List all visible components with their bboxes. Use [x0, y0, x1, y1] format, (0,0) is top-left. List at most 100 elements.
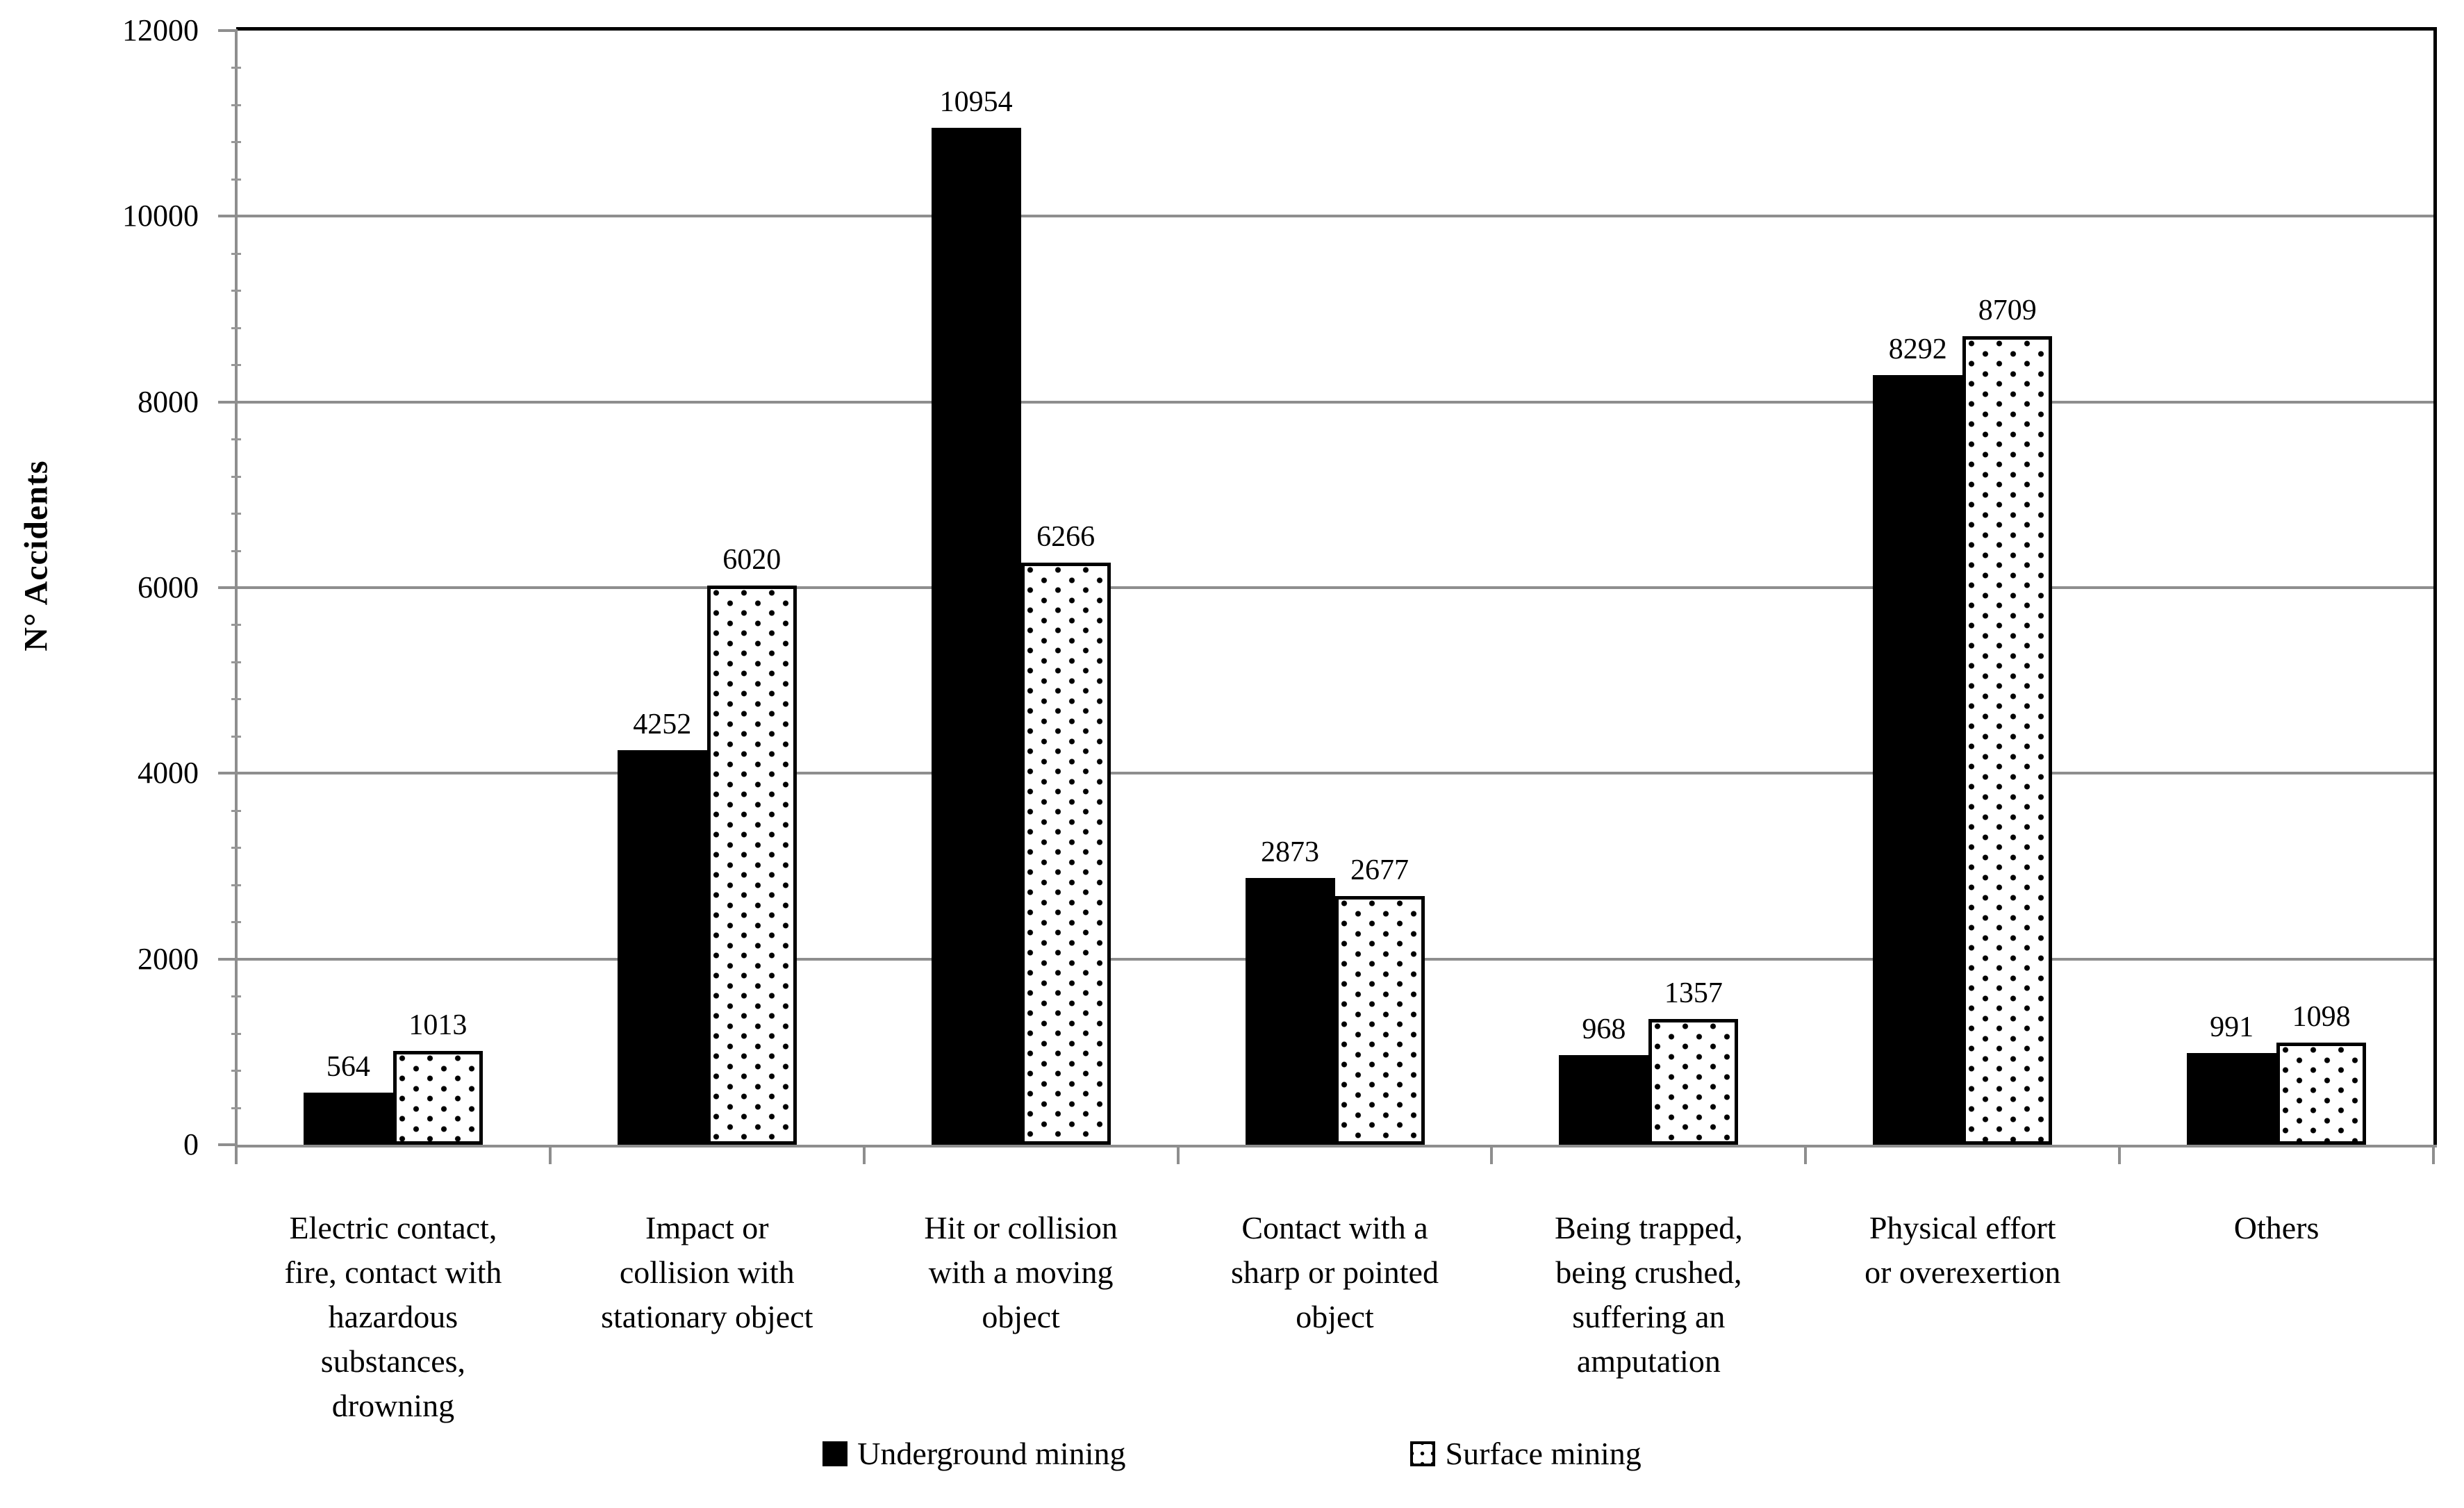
bar-underground-mining: [1873, 374, 1963, 1145]
y-tick-label: 10000: [122, 199, 199, 233]
x-tick: [1804, 1145, 1808, 1164]
bar-underground-mining: [1245, 877, 1335, 1145]
category-label: Contact with a sharp or pointed object: [1178, 1206, 1492, 1339]
bar-surface-mining: [1962, 335, 2053, 1145]
category-label-line: Others: [2233, 1210, 2320, 1245]
y-tick-label: 6000: [138, 570, 199, 604]
y-minor-tick: [231, 1107, 241, 1109]
x-tick: [1176, 1145, 1180, 1164]
category-label-line: Physical effort: [1869, 1210, 2056, 1245]
y-minor-tick: [231, 178, 241, 181]
y-tick-label: 12000: [122, 13, 199, 47]
y-tick: [218, 29, 236, 32]
y-minor-tick: [231, 698, 241, 701]
x-axis-line: [235, 1145, 2437, 1147]
bar-surface-mining: [1020, 563, 1111, 1145]
value-label-underground: 564: [326, 1050, 370, 1083]
value-label-underground: 991: [2210, 1011, 2254, 1043]
bar-underground-mining: [617, 749, 707, 1145]
category-label: Impact or collision with stationary object: [550, 1206, 864, 1339]
gridline: [236, 586, 2433, 589]
x-tick: [2432, 1145, 2435, 1164]
legend-label: Surface mining: [1445, 1436, 1642, 1471]
value-label-surface: 6266: [1036, 521, 1095, 554]
value-label-surface: 1357: [1664, 977, 1723, 1009]
y-minor-tick: [231, 549, 241, 552]
y-minor-tick: [231, 735, 241, 738]
category-label-line: hazardous: [328, 1299, 458, 1334]
y-tick-label: 4000: [138, 756, 199, 790]
gridline: [236, 215, 2433, 218]
value-label-surface: 1013: [408, 1009, 468, 1041]
bar-underground-mining: [1559, 1054, 1649, 1145]
y-minor-tick: [231, 1070, 241, 1072]
y-minor-tick: [231, 809, 241, 812]
category-label-line: with a moving: [928, 1254, 1114, 1290]
category-label-line: drowning: [331, 1388, 455, 1423]
bar-surface-mining: [2276, 1043, 2367, 1145]
y-tick: [218, 586, 236, 589]
value-label-surface: 6020: [722, 544, 782, 577]
category-label: Electric contact, fire, contact with hazar…: [236, 1206, 550, 1428]
y-tick: [218, 1143, 236, 1146]
y-tick-label: 8000: [138, 384, 199, 419]
bar-underground-mining: [2187, 1052, 2277, 1145]
legend: Underground mining Surface mining: [0, 1435, 2464, 1472]
x-tick: [548, 1145, 552, 1164]
x-tick: [2118, 1145, 2122, 1164]
legend-marker-underground: [822, 1441, 848, 1466]
bar-surface-mining: [392, 1050, 483, 1145]
category-label-line: Electric contact,: [289, 1210, 497, 1245]
y-minor-tick: [231, 624, 241, 627]
category-label-line: Being trapped,: [1554, 1210, 1743, 1245]
y-minor-tick: [231, 995, 241, 998]
category-label: Hit or collision with a moving object: [864, 1206, 1178, 1339]
category-label-line: stationary object: [601, 1299, 813, 1334]
bar-surface-mining: [1648, 1018, 1739, 1145]
legend-entry: Underground mining: [822, 1435, 1125, 1472]
category-label: Being trapped, being crushed, suffering an…: [1491, 1206, 1805, 1384]
value-label-underground: 10954: [939, 85, 1013, 118]
y-minor-tick: [231, 661, 241, 663]
y-minor-tick: [231, 1032, 241, 1035]
y-tick: [218, 400, 236, 404]
legend-marker-surface: [1410, 1441, 1436, 1466]
category-label-line: object: [1296, 1299, 1374, 1334]
category-label-line: being crushed,: [1555, 1254, 1742, 1290]
gridline: [236, 772, 2433, 775]
legend-entry: Surface mining: [1410, 1435, 1642, 1472]
category-label-line: fire, contact with: [284, 1254, 502, 1290]
y-minor-tick: [231, 326, 241, 329]
category-label-line: object: [982, 1299, 1060, 1334]
legend-label: Underground mining: [857, 1436, 1126, 1471]
gridline: [236, 400, 2433, 404]
value-label-underground: 8292: [1888, 333, 1947, 365]
y-tick: [218, 772, 236, 775]
category-label: Others: [2119, 1206, 2433, 1250]
y-tick: [218, 957, 236, 961]
y-minor-tick: [231, 364, 241, 367]
category-label-line: suffering an: [1572, 1299, 1726, 1334]
category-label-line: substances,: [320, 1343, 466, 1379]
bar-underground-mining: [303, 1092, 393, 1145]
category-label-line: Contact with a: [1241, 1210, 1428, 1245]
y-tick: [218, 215, 236, 218]
bar-surface-mining: [706, 586, 797, 1145]
category-label-line: collision with: [619, 1254, 795, 1290]
x-tick: [1490, 1145, 1494, 1164]
value-label-surface: 8709: [1978, 294, 2037, 326]
bar-surface-mining: [1334, 896, 1425, 1145]
value-label-underground: 2873: [1261, 836, 1319, 868]
category-label-line: amputation: [1576, 1343, 1721, 1379]
y-minor-tick: [231, 921, 241, 924]
category-label-line: or overexertion: [1864, 1254, 2061, 1290]
value-label-underground: 968: [1582, 1013, 1626, 1045]
y-minor-tick: [231, 67, 241, 69]
y-minor-tick: [231, 475, 241, 478]
y-minor-tick: [231, 847, 241, 850]
bar-underground-mining: [931, 127, 1021, 1145]
value-label-surface: 2677: [1350, 854, 1409, 887]
y-tick-label: 0: [183, 1127, 199, 1161]
value-label-surface: 1098: [2292, 1001, 2351, 1034]
